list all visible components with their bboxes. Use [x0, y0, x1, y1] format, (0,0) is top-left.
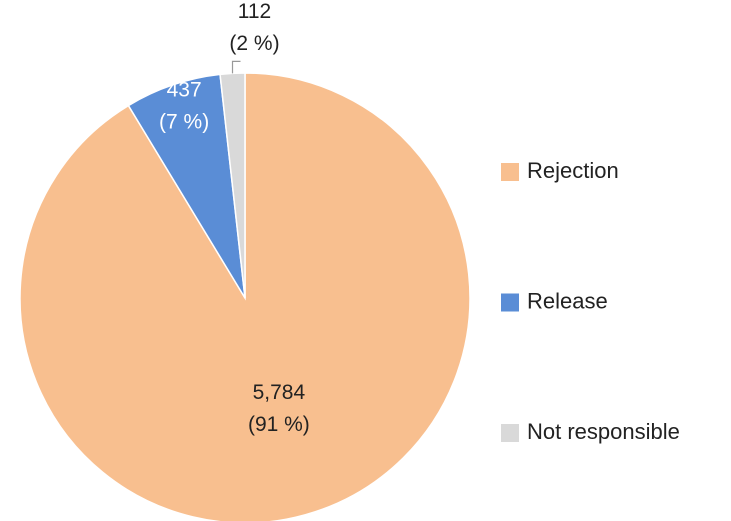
data-label: 5,784: [253, 381, 306, 404]
data-label: (7 %): [159, 111, 209, 134]
data-label: 437: [167, 79, 202, 102]
data-label: (2 %): [229, 32, 279, 55]
legend-swatch: [501, 424, 519, 442]
pie-slice: [19, 72, 471, 521]
legend-swatch: [501, 163, 519, 181]
legend-label: Rejection: [527, 158, 619, 183]
legend-swatch: [501, 293, 519, 312]
legend-label: Not responsible: [527, 419, 680, 444]
data-label: 112: [238, 0, 271, 23]
data-label: (91 %): [248, 413, 310, 436]
leader-line: [231, 60, 241, 74]
legend-label: Release: [527, 288, 608, 313]
pie-slice: [219, 72, 246, 299]
